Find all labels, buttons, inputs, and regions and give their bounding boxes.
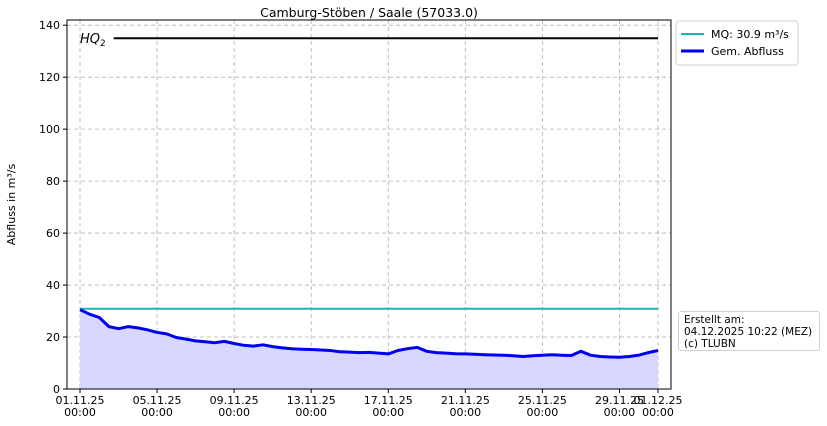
plot-frame bbox=[66, 19, 672, 390]
chart-title: Camburg-Stöben / Saale (57033.0) bbox=[260, 5, 478, 20]
y-tick-label: 120 bbox=[39, 71, 60, 84]
y-axis-label: Abfluss in m³/s bbox=[5, 164, 18, 246]
grid-lines bbox=[67, 20, 671, 389]
x-tick-label-date: 01.12.25 bbox=[634, 394, 683, 407]
x-tick-label-date: 01.11.25 bbox=[56, 394, 105, 407]
y-tick-label: 140 bbox=[39, 19, 60, 32]
x-tick-label-date: 13.11.25 bbox=[287, 394, 336, 407]
x-tick-label-date: 21.11.25 bbox=[441, 394, 490, 407]
info-created-label: Erstellt am: bbox=[684, 314, 745, 326]
y-tick-label: 20 bbox=[46, 331, 60, 344]
x-axis-ticks: 01.11.2500:0005.11.2500:0009.11.2500:001… bbox=[56, 389, 683, 419]
x-tick-label-time: 00:00 bbox=[141, 406, 173, 419]
x-tick-label-time: 00:00 bbox=[64, 406, 96, 419]
x-tick-label-date: 17.11.25 bbox=[364, 394, 413, 407]
y-tick-label: 80 bbox=[46, 175, 60, 188]
hq2-label: HQ2 bbox=[80, 32, 106, 49]
x-tick-label-time: 00:00 bbox=[642, 406, 674, 419]
legend: MQ: 30.9 m³/s Gem. Abfluss bbox=[675, 20, 799, 66]
info-copyright: (c) TLUBN bbox=[684, 338, 736, 350]
legend-label: Gem. Abfluss bbox=[711, 45, 784, 58]
x-tick-label-time: 00:00 bbox=[295, 406, 327, 419]
y-tick-label: 60 bbox=[46, 227, 60, 240]
x-tick-label-time: 00:00 bbox=[527, 406, 559, 419]
y-axis-ticks: 0 20 40 60 80 100 120 140 bbox=[39, 19, 67, 396]
legend-box bbox=[675, 20, 799, 66]
x-tick-label-date: 29.11.25 bbox=[595, 394, 644, 407]
y-tick-label: 0 bbox=[53, 383, 60, 396]
y-tick-label: 100 bbox=[39, 123, 60, 136]
info-box: Erstellt am: 04.12.2025 10:22 (MEZ) (c) … bbox=[678, 311, 820, 351]
x-tick-label-date: 09.11.25 bbox=[210, 394, 259, 407]
x-tick-label-time: 00:00 bbox=[449, 406, 481, 419]
hq2-label-text: HQ2 bbox=[80, 32, 106, 49]
y-tick-label: 40 bbox=[46, 279, 60, 292]
x-tick-label-date: 25.11.25 bbox=[518, 394, 567, 407]
discharge-fill bbox=[80, 309, 658, 389]
reference-lines bbox=[80, 37, 658, 310]
series-lines bbox=[79, 308, 659, 359]
info-timestamp: 04.12.2025 10:22 (MEZ) bbox=[684, 326, 813, 338]
legend-label: MQ: 30.9 m³/s bbox=[711, 28, 789, 41]
x-tick-label-time: 00:00 bbox=[372, 406, 404, 419]
discharge-area bbox=[80, 309, 658, 389]
discharge-line bbox=[79, 308, 659, 359]
x-tick-label-time: 00:00 bbox=[218, 406, 250, 419]
x-tick-label-date: 05.11.25 bbox=[133, 394, 182, 407]
x-tick-label-time: 00:00 bbox=[604, 406, 636, 419]
